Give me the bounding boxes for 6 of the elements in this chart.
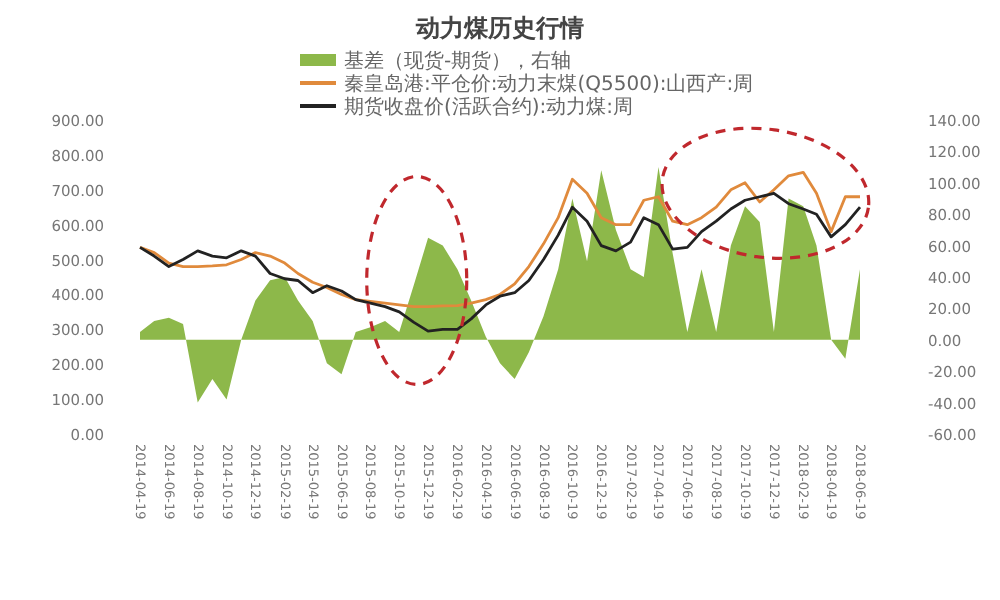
legend-label: 秦皇岛港:平仓价:动力末煤(Q5500):山西产:周 xyxy=(344,72,754,96)
chart-title: 动力煤历史行情 xyxy=(414,14,584,42)
line-series xyxy=(138,191,862,333)
line-series xyxy=(138,170,862,309)
legend-label: 期货收盘价(活跃合约):动力煤:周 xyxy=(344,95,634,119)
legend-label: 基差（现货-期货），右轴 xyxy=(344,49,572,73)
